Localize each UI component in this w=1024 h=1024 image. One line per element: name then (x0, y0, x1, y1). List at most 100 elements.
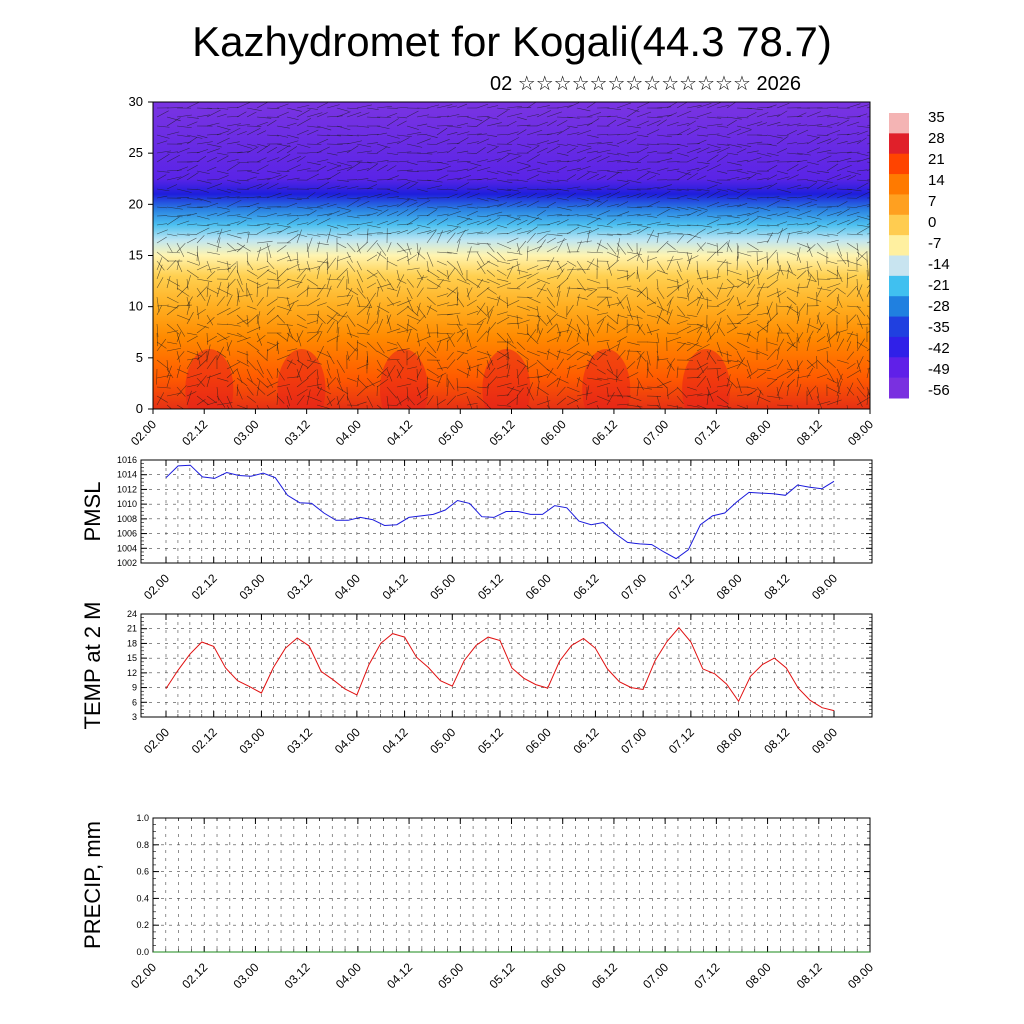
wind-barb (776, 370, 791, 379)
wind-barb (866, 205, 870, 208)
wind-barb (696, 359, 704, 373)
wind-barb (556, 238, 567, 244)
wind-barb (526, 265, 539, 271)
wind-barb (526, 386, 535, 401)
wind-barb (236, 124, 250, 127)
wind-barb (276, 354, 291, 361)
colorbar-label: -49 (928, 361, 950, 378)
wind-barb (316, 192, 328, 199)
wind-barb (276, 111, 289, 118)
wind-barb (716, 368, 719, 381)
wind-barb (186, 164, 198, 172)
wind-barb (796, 129, 809, 136)
wind-barb (556, 349, 561, 361)
wind-barb (386, 300, 401, 307)
wind-barb (326, 377, 337, 388)
wind-barb (306, 285, 309, 298)
wind-barb (446, 312, 461, 316)
wind-barb (556, 290, 561, 307)
wind-barb (166, 116, 181, 122)
wind-barb (316, 287, 332, 290)
wind-barb (156, 392, 165, 406)
wind-barb (816, 193, 827, 199)
wind-barb (396, 278, 407, 284)
wind-barb (346, 199, 360, 208)
wind-barb (626, 206, 642, 209)
wind-barb (816, 269, 819, 286)
wind-barb (526, 168, 541, 172)
wind-barb (266, 119, 277, 127)
y-tick-label: 15 (129, 248, 143, 263)
wind-barb (496, 363, 510, 370)
wind-barb (516, 269, 528, 273)
wind-barb (866, 323, 870, 325)
wind-barb (216, 281, 222, 298)
wind-barb (686, 341, 702, 347)
wind-barb (366, 254, 378, 262)
wind-barb (416, 315, 426, 325)
wind-barb (586, 359, 598, 367)
wind-barb (166, 323, 180, 335)
wind-barb (296, 363, 304, 379)
wind-barb (806, 274, 812, 289)
wind-barb (166, 206, 183, 210)
x-tick-label: 02.12 (179, 417, 210, 448)
wind-barb (626, 272, 636, 280)
wind-barb (766, 196, 780, 199)
colorbar-label: 35 (928, 109, 945, 126)
y-tick-label: 1004 (117, 543, 137, 553)
wind-barb (266, 307, 276, 316)
wind-barb (806, 359, 815, 368)
wind-barb (346, 314, 356, 327)
wind-barb (636, 171, 650, 181)
colorbar-cell (889, 357, 909, 379)
wind-barb (466, 193, 480, 199)
wind-barb (486, 305, 490, 319)
wind-barb (236, 269, 243, 285)
wind-barb (666, 278, 680, 283)
x-tick-label: 08.00 (714, 725, 745, 756)
wind-barb (316, 203, 330, 208)
wind-barb (856, 104, 869, 109)
wind-barb (466, 220, 480, 226)
wind-barb (186, 311, 194, 325)
wind-barb (336, 359, 345, 373)
wind-barb (296, 129, 309, 136)
wind-barb (436, 139, 450, 145)
wind-barb (246, 183, 262, 190)
wind-barb (316, 181, 330, 190)
wind-barb (196, 114, 210, 118)
wind-barb (726, 295, 735, 307)
wind-barb (376, 204, 388, 208)
wind-barb (696, 242, 704, 252)
wind-barb (756, 292, 760, 307)
wind-barb (156, 260, 165, 271)
wind-barb (676, 102, 688, 109)
wind-barb (706, 242, 718, 247)
x-tick-label: 03.12 (284, 725, 315, 756)
wind-barb (816, 179, 833, 183)
wind-barb (376, 209, 389, 217)
wind-barb (536, 314, 548, 326)
wind-barb (846, 103, 861, 109)
wind-barb (596, 395, 611, 402)
wind-barb (426, 125, 440, 130)
wind-barb (546, 170, 560, 173)
wind-barb (606, 170, 623, 174)
wind-barb (736, 170, 749, 174)
wind-barb (296, 118, 312, 127)
wind-barb (806, 336, 811, 352)
wind-barb (846, 272, 849, 289)
wind-barb (606, 218, 617, 226)
wind-barb (526, 217, 539, 226)
wind-barb (576, 332, 585, 342)
wind-barb (426, 230, 437, 244)
wind-barb (746, 150, 759, 154)
wind-barb (676, 280, 690, 289)
wind-barb (236, 377, 248, 387)
wind-barb (416, 302, 421, 316)
wind-barb (366, 282, 377, 289)
wind-barb (216, 260, 231, 266)
wind-barb (156, 323, 159, 338)
wind-barb (756, 282, 765, 298)
